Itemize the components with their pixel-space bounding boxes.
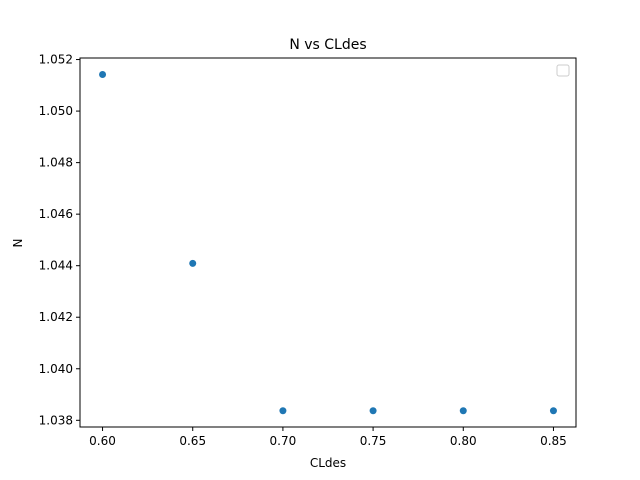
x-axis-label: CLdes: [310, 456, 346, 470]
x-tick-label: 0.75: [360, 434, 387, 448]
data-point: [279, 407, 287, 415]
data-point: [369, 407, 377, 415]
x-tick-label: 0.65: [179, 434, 206, 448]
y-tick-label: 1.052: [39, 53, 73, 67]
x-axis-ticks: 0.60 0.65 0.70 0.75 0.80 0.85: [89, 427, 567, 448]
y-axis-label: N: [11, 239, 25, 248]
legend: [556, 64, 570, 77]
y-tick-label: 1.042: [39, 310, 73, 324]
data-point: [189, 259, 197, 267]
y-tick-label: 1.048: [39, 156, 73, 170]
chart-title: N vs CLdes: [289, 37, 366, 53]
y-tick-label: 1.050: [39, 104, 73, 118]
y-tick-label: 1.040: [39, 362, 73, 376]
data-point: [99, 70, 107, 78]
y-tick-label: 1.038: [39, 413, 73, 427]
plot-area: [80, 58, 576, 427]
x-tick-label: 0.80: [450, 434, 477, 448]
x-tick-label: 0.60: [89, 434, 116, 448]
axes-frame: [79, 57, 577, 428]
x-tick-label: 0.85: [540, 434, 567, 448]
data-points: [99, 70, 557, 415]
y-tick-label: 1.046: [39, 207, 73, 221]
y-tick-label: 1.044: [39, 259, 73, 273]
data-point: [549, 407, 557, 415]
y-axis-ticks: 1.038 1.040 1.042 1.044 1.046 1.048 1.050 1.052: [39, 53, 80, 427]
x-tick-label: 0.70: [270, 434, 297, 448]
axes-background: [80, 58, 576, 427]
legend-box: [556, 64, 570, 77]
data-point: [459, 407, 467, 415]
